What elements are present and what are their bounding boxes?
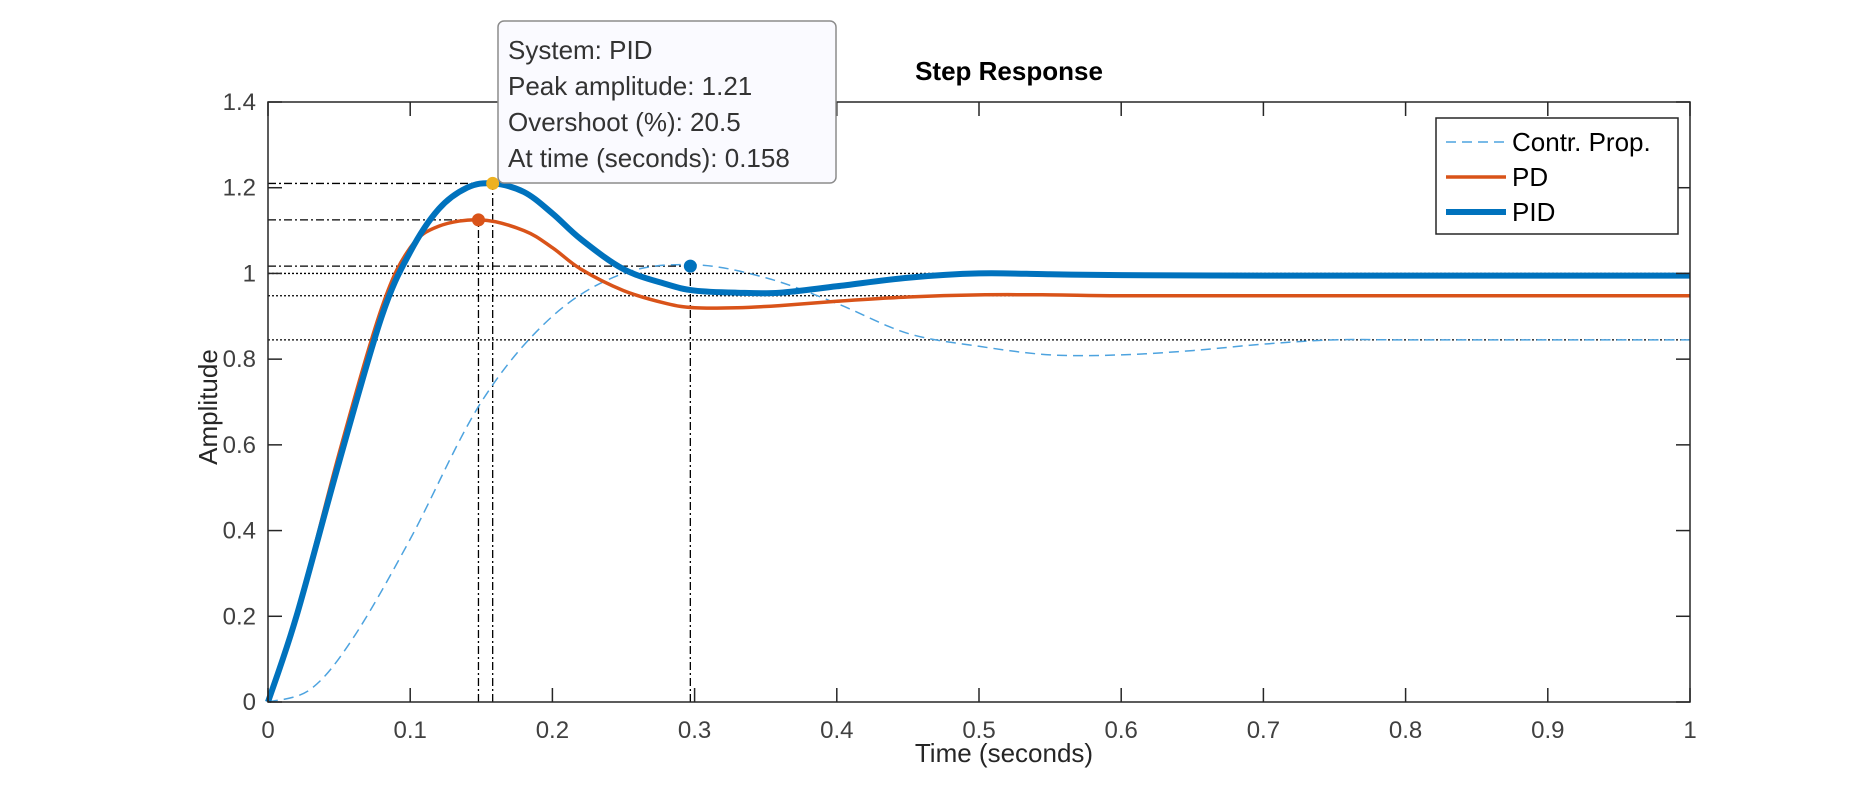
x-tick-label: 0.7 <box>1247 717 1280 744</box>
x-tick-label: 0.5 <box>962 717 995 744</box>
x-tick-label: 0.4 <box>820 717 853 744</box>
y-tick-label: 1.2 <box>223 175 256 202</box>
datatip-line: System: PID <box>508 35 652 65</box>
x-tick-label: 0.3 <box>678 717 711 744</box>
data-markers[interactable] <box>471 176 697 273</box>
x-tick-label: 0.9 <box>1531 717 1564 744</box>
legend-label: Contr. Prop. <box>1512 127 1651 157</box>
datatip[interactable]: System: PID Peak amplitude: 1.21 Overshoot… <box>497 20 837 184</box>
x-tick-label: 0 <box>261 717 274 744</box>
y-tick-label: 0.8 <box>223 346 256 373</box>
datatip-line: Overshoot (%): 20.5 <box>508 107 741 137</box>
series-line-1[interactable] <box>266 217 1690 703</box>
peak-marker[interactable] <box>471 213 485 227</box>
x-axis-label: Time (seconds) <box>915 738 1093 768</box>
y-tick-label: 0.6 <box>223 432 256 459</box>
peak-marker[interactable] <box>486 176 500 190</box>
chart-title: Step Response <box>915 56 1103 86</box>
series-lines <box>265 180 1690 703</box>
datatip-box <box>497 20 837 184</box>
series-line-0[interactable] <box>267 263 1690 703</box>
peak-marker[interactable] <box>683 259 697 273</box>
y-tick-label: 0.4 <box>223 518 256 545</box>
y-axis-label: Amplitude <box>193 349 223 465</box>
datatip-line: At time (seconds): 0.158 <box>508 143 790 173</box>
y-tick-label: 1 <box>243 260 256 287</box>
y-tick-label: 0.2 <box>223 603 256 630</box>
series-line-2[interactable] <box>265 180 1690 703</box>
y-tick-label: 0 <box>243 689 256 716</box>
y-tick-label: 1.4 <box>223 89 256 116</box>
legend[interactable]: Contr. Prop. PD PID <box>1435 117 1679 235</box>
x-tick-label: 0.1 <box>394 717 427 744</box>
legend-label: PID <box>1512 197 1555 227</box>
datatip-line: Peak amplitude: 1.21 <box>508 71 752 101</box>
reference-lines <box>268 182 1690 702</box>
x-tick-label: 0.8 <box>1389 717 1422 744</box>
x-tick-label: 0.6 <box>1105 717 1138 744</box>
legend-label: PD <box>1512 162 1548 192</box>
x-tick-label: 0.2 <box>536 717 569 744</box>
x-tick-label: 1 <box>1683 717 1696 744</box>
